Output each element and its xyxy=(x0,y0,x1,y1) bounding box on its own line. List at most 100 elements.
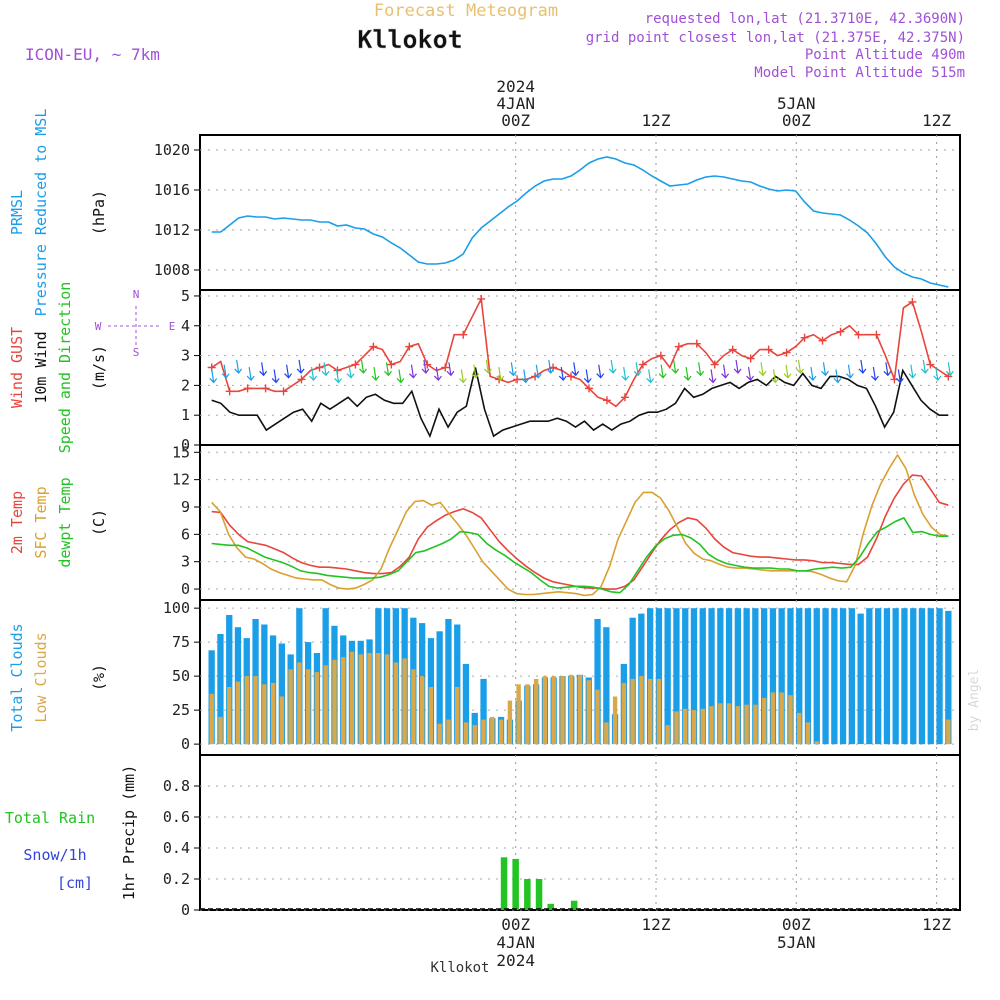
total-cloud-bar xyxy=(822,608,829,745)
y-tick-label: 1008 xyxy=(154,261,190,279)
total-cloud-bar xyxy=(910,608,917,745)
low-cloud-bar xyxy=(279,696,285,745)
panel-unit: (hPa) xyxy=(90,190,108,235)
panel-label: PRMSL xyxy=(8,190,26,235)
wind-direction-arrow xyxy=(858,359,867,374)
bottom-time-label: 5JAN xyxy=(777,933,816,952)
low-cloud-bar xyxy=(753,704,758,745)
panel-label: Speed and Direction xyxy=(56,282,74,454)
wind-direction-arrow xyxy=(808,366,817,381)
low-cloud-bar xyxy=(297,662,302,745)
y-tick-label: 0 xyxy=(181,436,190,454)
total-cloud-bar xyxy=(796,608,803,745)
y-tick-label: 0 xyxy=(181,580,190,598)
low-cloud-bar xyxy=(946,719,951,745)
low-cloud-bar xyxy=(770,692,776,745)
total-cloud-bar xyxy=(892,608,899,745)
total-cloud-bar xyxy=(813,608,820,745)
gust-marker xyxy=(728,345,737,354)
series-prmsl xyxy=(211,156,949,288)
panel-unit: (m/s) xyxy=(90,345,108,390)
top-time-label: 12Z xyxy=(922,111,951,130)
low-cloud-bar xyxy=(498,719,504,745)
meteogram-title: Forecast Meteogram xyxy=(374,1,558,21)
panel-label: Low Clouds xyxy=(32,632,50,722)
low-cloud-bar xyxy=(569,674,574,745)
low-cloud-bar xyxy=(227,687,232,745)
series-2m-temp xyxy=(211,474,949,590)
panel-label: Total Clouds xyxy=(8,623,26,731)
y-tick-label: 1016 xyxy=(154,181,190,199)
wind-direction-arrow xyxy=(396,369,405,384)
low-cloud-bar xyxy=(534,678,539,745)
wind-direction-arrow xyxy=(533,364,542,379)
low-cloud-bar xyxy=(446,719,451,745)
y-tick-label: 3 xyxy=(181,553,190,571)
total-cloud-bar xyxy=(725,608,733,745)
wind-direction-arrow xyxy=(596,364,605,379)
wind-direction-arrow xyxy=(583,369,592,384)
total-cloud-bar xyxy=(857,613,864,745)
y-tick-label: 0 xyxy=(181,735,190,753)
gust-marker xyxy=(800,333,809,342)
gust-marker xyxy=(441,363,450,372)
top-time-label: 2024 xyxy=(496,77,535,96)
low-cloud-bar xyxy=(253,676,258,745)
wind-direction-arrow xyxy=(259,362,268,377)
low-cloud-bar xyxy=(726,703,732,745)
gust-marker xyxy=(405,342,414,351)
panel-unit: (C) xyxy=(90,509,108,536)
low-cloud-bar xyxy=(691,710,697,745)
total-cloud-bar xyxy=(734,608,741,745)
low-cloud-bar xyxy=(639,676,644,745)
wind-direction-arrow xyxy=(234,359,243,374)
gust-marker xyxy=(908,297,917,306)
panel-label: dewpt Temp xyxy=(56,477,74,567)
low-cloud-bar xyxy=(455,687,460,745)
low-cloud-bar xyxy=(306,669,311,745)
gust-marker xyxy=(567,372,576,381)
low-cloud-bar xyxy=(612,696,618,745)
low-cloud-bar xyxy=(262,684,267,745)
low-cloud-bar xyxy=(700,708,705,745)
wind-direction-arrow xyxy=(384,362,392,377)
wind-direction-arrow xyxy=(309,366,318,381)
low-cloud-bar xyxy=(744,704,749,745)
low-cloud-bar xyxy=(779,692,784,745)
panel-frame xyxy=(199,134,961,291)
location-title: Kllokot xyxy=(357,25,462,54)
wind-direction-arrow xyxy=(721,364,730,379)
y-tick-label: 0 xyxy=(181,901,190,919)
gust-marker xyxy=(459,330,468,339)
low-cloud-bar xyxy=(367,653,372,745)
total-cloud-bar xyxy=(480,678,487,745)
wind-direction-arrow xyxy=(221,364,230,379)
total-cloud-bar xyxy=(717,608,724,745)
low-cloud-bar xyxy=(621,682,627,745)
panel-label: SFC Temp xyxy=(32,486,50,558)
low-cloud-bar xyxy=(797,712,802,745)
low-cloud-bar xyxy=(341,657,346,745)
wind-direction-arrow xyxy=(708,369,717,384)
total-cloud-bar xyxy=(603,627,610,745)
gust-marker xyxy=(818,336,827,345)
wind-direction-arrow xyxy=(945,362,954,377)
gust-marker xyxy=(764,345,773,354)
panel-label: Wind GUST xyxy=(8,327,26,408)
bottom-time-axis: 00Z4JAN202412Z00Z5JAN12Z00Z6JAN12Z xyxy=(496,915,951,970)
total-cloud-bar xyxy=(647,608,654,745)
gust-marker xyxy=(872,330,881,339)
compass-east: E xyxy=(169,320,176,333)
model-altitude: Model Point Altitude 515m xyxy=(754,65,965,81)
total-cloud-bar xyxy=(804,608,812,745)
top-time-label: 00Z xyxy=(501,111,530,130)
wind-direction-arrow xyxy=(633,362,642,377)
compass-north: N xyxy=(133,288,140,301)
total-cloud-bar xyxy=(743,608,750,745)
y-tick-label: 15 xyxy=(172,443,190,461)
top-time-label: 12Z xyxy=(642,111,671,130)
low-cloud-bar xyxy=(235,681,241,745)
y-tick-label: 3 xyxy=(181,347,190,365)
wind-direction-arrow xyxy=(870,366,879,381)
total-cloud-bar xyxy=(436,631,443,745)
